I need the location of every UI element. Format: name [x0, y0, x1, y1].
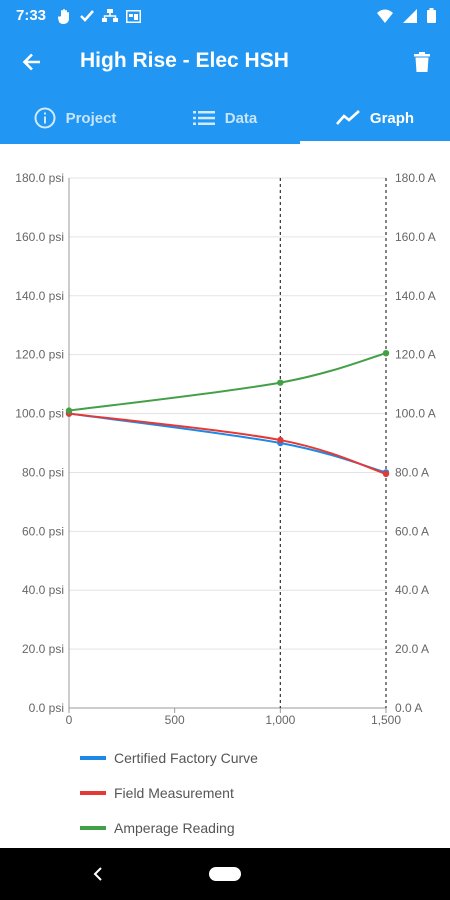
- status-bar: 7:33: [0, 0, 450, 32]
- back-button[interactable]: [16, 46, 48, 78]
- tab-project[interactable]: Project: [0, 92, 150, 144]
- tab-label: Project: [65, 109, 117, 127]
- nav-back-icon: [93, 867, 102, 881]
- screen-icon: [126, 9, 141, 23]
- nav-home-button[interactable]: [209, 867, 241, 881]
- nav-back-button[interactable]: [88, 864, 108, 884]
- y-tick-label-right: 180.0 A: [395, 171, 436, 185]
- y-tick-label-left: 40.0 psi: [22, 583, 64, 597]
- legend-item[interactable]: Amperage Reading: [80, 810, 258, 845]
- legend-label: Amperage Reading: [114, 819, 235, 836]
- tab-graph[interactable]: Graph: [300, 92, 450, 144]
- y-tick-label-left: 0.0 psi: [29, 701, 64, 715]
- series-point: [382, 349, 390, 357]
- y-tick-label-left: 20.0 psi: [22, 642, 64, 656]
- delete-button[interactable]: [406, 46, 438, 78]
- legend-swatch: [80, 755, 106, 760]
- trash-icon: [414, 52, 430, 72]
- legend-label: Field Measurement: [114, 784, 234, 801]
- y-tick-label-right: 40.0 A: [395, 583, 429, 597]
- arrow-back-icon: [22, 53, 40, 71]
- y-tick-label-left: 80.0 psi: [22, 465, 64, 479]
- signal-icon: [403, 8, 417, 23]
- legend-item[interactable]: Certified Factory Curve: [80, 740, 258, 775]
- tab-bar: Project Data Graph: [0, 92, 450, 144]
- y-tick-label-right: 80.0 A: [395, 465, 429, 479]
- legend-item[interactable]: Field Measurement: [80, 775, 258, 810]
- tab-data[interactable]: Data: [150, 92, 300, 144]
- x-tick-label: 1,000: [265, 713, 295, 727]
- legend-swatch: [80, 825, 106, 830]
- y-tick-label-right: 120.0 A: [395, 348, 436, 362]
- y-tick-label-left: 60.0 psi: [22, 524, 64, 538]
- check-icon: [80, 10, 94, 22]
- x-tick-label: 1,500: [371, 713, 401, 727]
- x-tick-label: 500: [165, 713, 185, 727]
- network-icon: [102, 9, 118, 22]
- series-point: [277, 379, 284, 386]
- pump-curve-chart: 0.0 psi 0.0 A 20.0 psi 20.0 A 40.0 psi 40.0 A…: [15, 171, 436, 727]
- tab-indicator: [300, 141, 450, 144]
- series-point: [382, 470, 390, 478]
- trend-icon: [335, 110, 360, 125]
- app-bar: High Rise - Elec HSH: [0, 32, 450, 92]
- series-line: [68, 412, 387, 474]
- status-system-icons: [377, 8, 436, 23]
- legend-swatch: [80, 790, 106, 795]
- chart-legend: Certified Factory Curve Field Measuremen…: [80, 740, 258, 845]
- y-tick-label-right: 0.0 A: [395, 701, 422, 715]
- page-title: High Rise - Elec HSH: [80, 49, 289, 72]
- y-tick-label-right: 160.0 A: [395, 230, 436, 244]
- chart-area: 0.0 psi 0.0 A 20.0 psi 20.0 A 40.0 psi 40.0 A…: [0, 144, 450, 848]
- status-notification-icons: [58, 8, 141, 24]
- series-line: [68, 412, 387, 475]
- wifi-icon: [377, 9, 393, 23]
- list-icon: [192, 111, 215, 125]
- info-icon: [34, 107, 56, 129]
- x-tick-label: 0: [66, 713, 73, 727]
- y-tick-label-right: 60.0 A: [395, 524, 429, 538]
- series-line: [68, 352, 387, 412]
- y-tick-label-right: 140.0 A: [395, 289, 436, 303]
- series-point: [277, 436, 284, 444]
- y-tick-label-left: 120.0 psi: [15, 348, 64, 362]
- y-tick-label-right: 100.0 A: [395, 407, 436, 421]
- tab-label: Data: [224, 109, 258, 127]
- y-tick-label-left: 140.0 psi: [15, 289, 64, 303]
- system-nav-bar: [0, 848, 450, 900]
- hand-icon: [58, 9, 69, 24]
- y-tick-label-left: 100.0 psi: [15, 407, 64, 421]
- battery-icon: [427, 8, 436, 23]
- tab-label: Graph: [369, 109, 415, 127]
- series-point: [65, 407, 73, 414]
- y-tick-label-right: 20.0 A: [395, 642, 429, 656]
- y-tick-label-left: 160.0 psi: [15, 230, 64, 244]
- legend-label: Certified Factory Curve: [114, 749, 258, 766]
- y-tick-label-left: 180.0 psi: [15, 171, 64, 185]
- status-time: 7:33: [16, 7, 47, 24]
